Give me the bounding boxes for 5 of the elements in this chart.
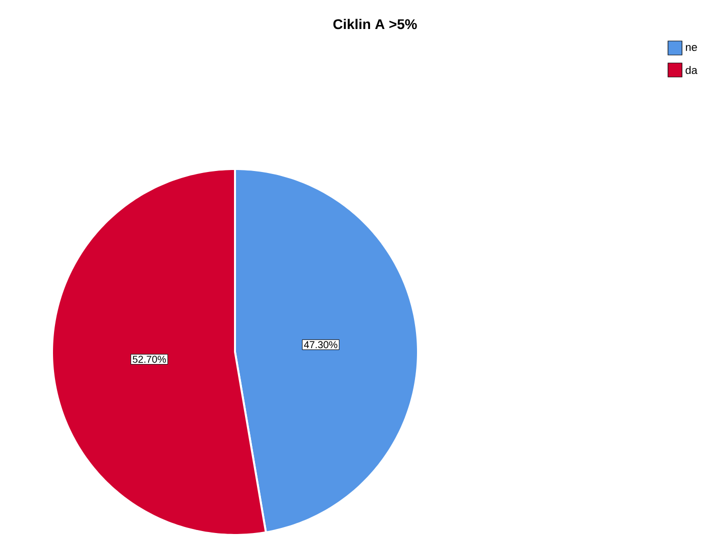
chart-title: Ciklin A >5% bbox=[333, 18, 417, 30]
legend-label: ne bbox=[686, 44, 697, 52]
legend-label: da bbox=[686, 66, 698, 74]
data-label: 47.30% bbox=[304, 341, 338, 348]
data-label: 52.70% bbox=[132, 356, 166, 363]
